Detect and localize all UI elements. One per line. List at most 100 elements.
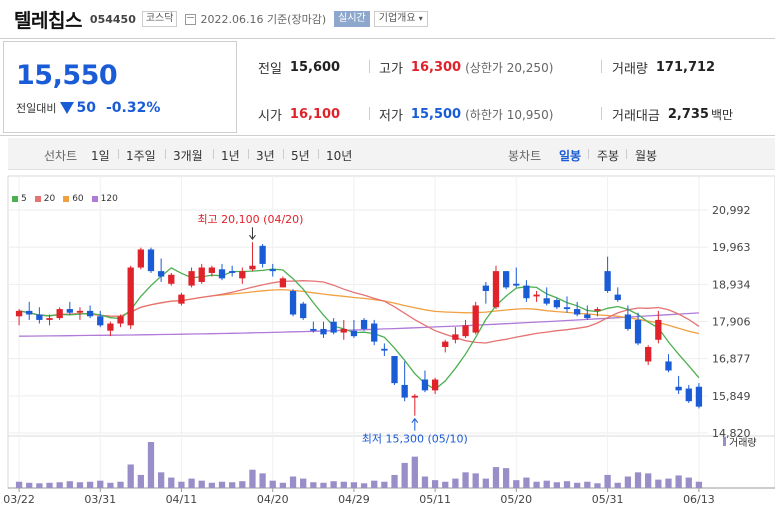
- stock-name: 텔레칩스: [14, 9, 82, 32]
- legend-swatch-ma20: [34, 196, 41, 202]
- volume-bar: [523, 477, 530, 488]
- legend-label-ma20: 20: [43, 194, 56, 204]
- volume-bar: [26, 482, 33, 488]
- period-5y[interactable]: 5년: [291, 149, 310, 163]
- realtime-button[interactable]: 실시간: [334, 11, 370, 27]
- candle-body: [178, 294, 185, 304]
- candle-body: [695, 386, 703, 407]
- candle-body: [229, 271, 236, 273]
- candle-body: [26, 310, 33, 315]
- period-3y[interactable]: 3년: [256, 149, 275, 163]
- candle-body: [279, 278, 287, 288]
- volume-bar: [442, 481, 449, 488]
- change-percent: -0.32%: [105, 100, 161, 116]
- candle-daily[interactable]: 일봉: [559, 149, 582, 163]
- period-1d[interactable]: 1일: [91, 149, 110, 163]
- candle-body: [381, 348, 388, 351]
- period-3m[interactable]: 3개월: [173, 149, 203, 163]
- volume-bar: [695, 481, 703, 488]
- volume-bar: [543, 480, 550, 488]
- candle-body: [198, 267, 205, 282]
- period-1y[interactable]: 1년: [221, 149, 240, 163]
- candle-body: [218, 269, 226, 279]
- candle-body: [371, 323, 378, 342]
- candle-body: [523, 285, 530, 299]
- volume-bar: [239, 481, 246, 488]
- chevron-down-icon: ▾: [418, 14, 423, 23]
- high-annotation: 최고 20,100 (04/20): [197, 213, 303, 226]
- separator: [118, 149, 119, 159]
- volume-bar: [665, 478, 672, 488]
- prev-close: 전일 15,600: [258, 58, 340, 77]
- market-badge: 코스닥: [141, 11, 178, 27]
- candle-body: [624, 314, 632, 329]
- high-label: 고가: [379, 62, 403, 77]
- volume-bar: [675, 475, 682, 488]
- candle-body: [452, 334, 459, 340]
- volume-label: 거래량: [729, 437, 757, 449]
- legend-ma120: 120: [91, 194, 118, 204]
- ma5-line: [18, 267, 700, 391]
- change-label: 전일대비: [16, 102, 57, 115]
- high-value: 16,300: [410, 60, 462, 75]
- open-price: 시가 16,100: [258, 105, 340, 124]
- volume-bar: [208, 482, 216, 488]
- candle-body: [249, 265, 256, 270]
- price-change: 전일대비 50 -0.32%: [16, 100, 160, 116]
- candle-body: [97, 316, 104, 326]
- candle-body: [360, 319, 368, 329]
- candle-body: [320, 328, 327, 335]
- volume-bar: [188, 478, 195, 488]
- volume-bar: [330, 481, 337, 488]
- volume-bar: [614, 482, 621, 488]
- candle-body: [46, 318, 53, 320]
- legend-swatch-ma60: [63, 196, 70, 202]
- candle-body: [269, 269, 276, 272]
- candle-body: [675, 386, 682, 391]
- candle-weekly[interactable]: 주봉: [597, 149, 620, 163]
- stock-chart[interactable]: 20,992 19,963 18,934 17,906 16,877 15,849 14,8…: [0, 170, 775, 523]
- legend-ma60: 60: [63, 194, 84, 204]
- candle-body: [147, 249, 155, 272]
- high-arrow-icon: [249, 227, 256, 241]
- upper-limit: (상한가 20,250): [465, 61, 554, 75]
- volume-bar: [127, 464, 134, 488]
- volume-bar: [86, 481, 94, 488]
- company-info-button[interactable]: 기업개요 ▾: [373, 11, 428, 27]
- candle-body: [76, 310, 84, 313]
- candle-monthly[interactable]: 월봉: [635, 149, 658, 163]
- candle-body: [614, 294, 621, 301]
- period-10y[interactable]: 10년: [326, 149, 353, 163]
- volume-bar: [137, 474, 144, 488]
- candle-body: [563, 307, 571, 310]
- volume-bar: [198, 480, 205, 488]
- candle-body: [584, 314, 591, 319]
- period-1w[interactable]: 1주일: [126, 149, 156, 163]
- candle-body: [645, 347, 652, 362]
- candle-body: [685, 388, 692, 402]
- volume-bar: [563, 481, 571, 488]
- candle-body: [421, 379, 429, 391]
- prev-close-label: 전일: [258, 62, 282, 77]
- legend-ma5: 5: [12, 194, 27, 204]
- candle-chart-label: 봉차트: [508, 149, 542, 163]
- volume-bar: [259, 473, 266, 488]
- candle-body: [66, 309, 73, 313]
- legend-ma20: 20: [34, 194, 56, 204]
- amount-unit: 백만: [710, 108, 734, 122]
- candle-body: [117, 316, 124, 324]
- candle-body: [340, 328, 347, 333]
- volume-bar: [310, 482, 317, 488]
- candle-body: [604, 271, 611, 292]
- x-tick-label: 06/13: [683, 493, 715, 506]
- y-tick-label: 19,963: [712, 241, 751, 254]
- volume-bar: [655, 479, 662, 488]
- separator: [588, 149, 589, 159]
- x-tick-label: 03/22: [3, 493, 35, 506]
- candle-body: [391, 356, 398, 384]
- period-bar: 선차트 1일 1주일 3개월 1년 3년 5년 10년 봉차트 일봉 주봉 월봉: [8, 138, 775, 170]
- candle-body: [472, 305, 479, 333]
- candle-body: [259, 245, 266, 264]
- volume-bar: [502, 468, 510, 488]
- divider: [601, 60, 602, 73]
